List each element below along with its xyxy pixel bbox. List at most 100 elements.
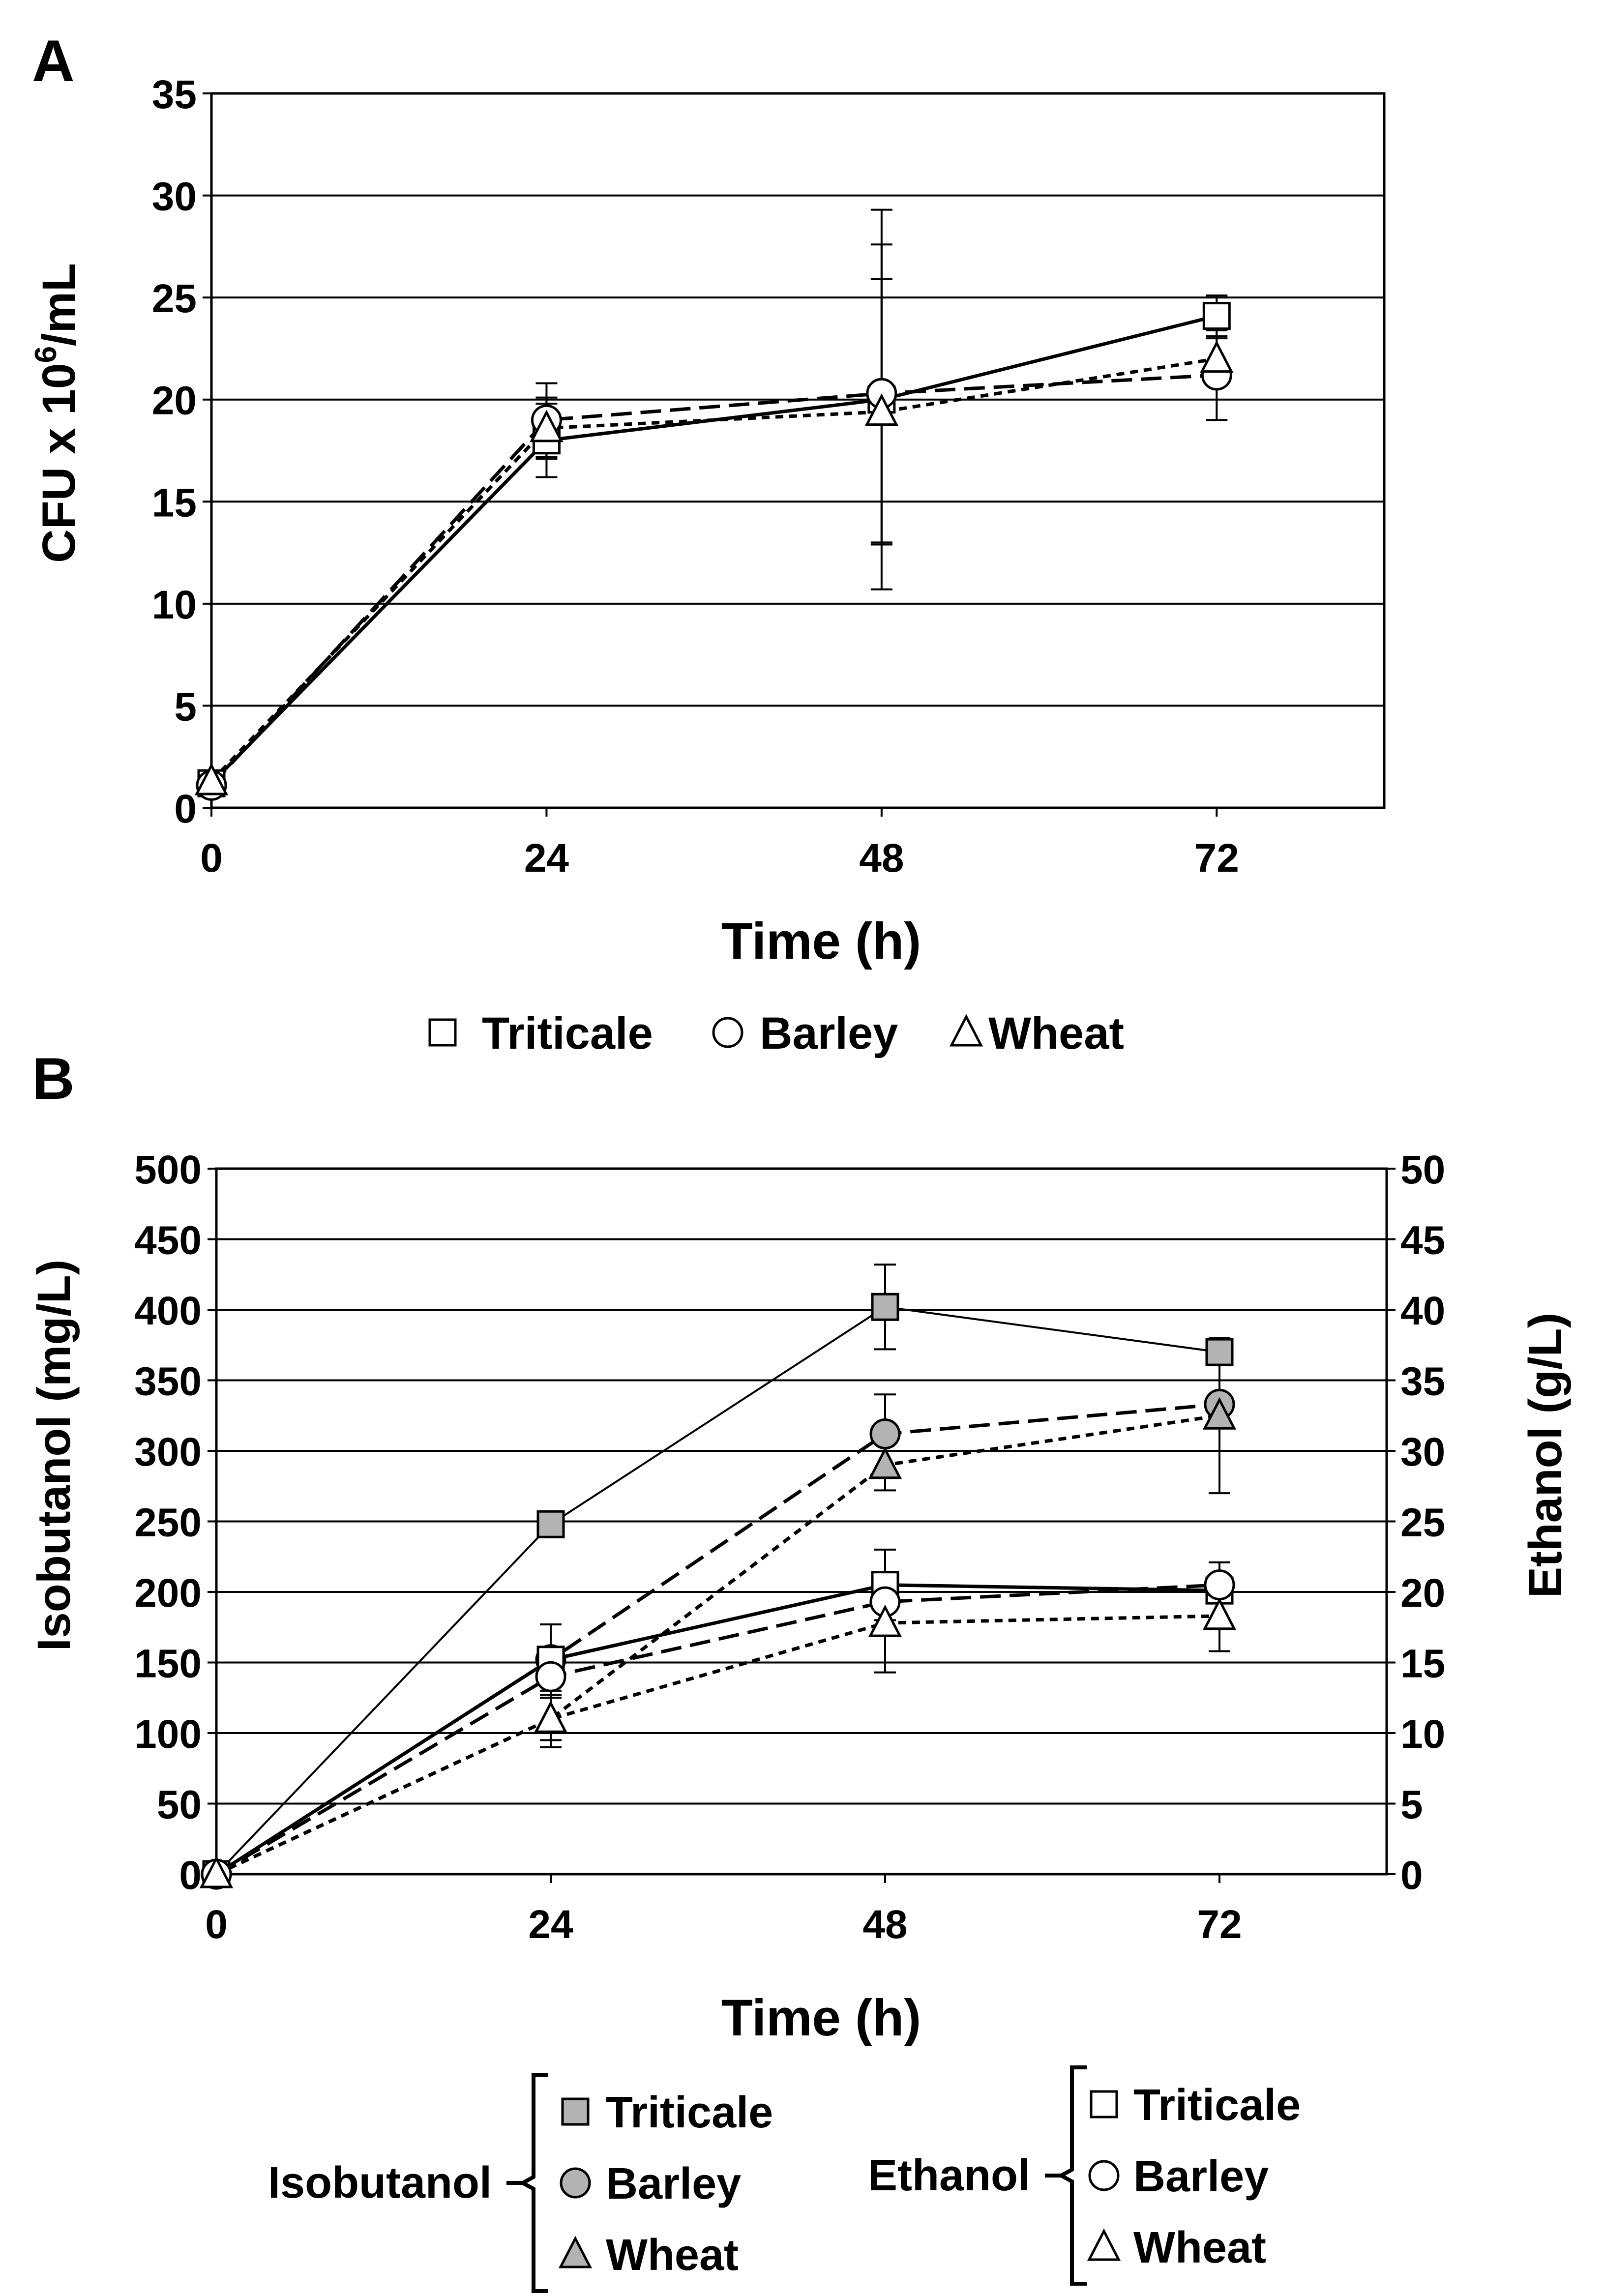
plot-a: 0 5 10 15 20 25 30 35 0 24 48 72 [152, 72, 1386, 881]
y-tick-right-label: 50 [1400, 1148, 1445, 1192]
series-line-triticale [210, 314, 1218, 785]
ylabel-a: CFU x 106/mL [29, 263, 85, 563]
x-tick-label: 48 [859, 836, 904, 881]
y-tick-label: 10 [152, 583, 197, 627]
ylabel-a-main: CFU x 10 [33, 363, 85, 563]
x-tick-label: 48 [862, 1902, 907, 1947]
y-tick-label: 450 [134, 1218, 202, 1263]
x-tick-label: 24 [524, 836, 569, 881]
panel-label-a: A [32, 28, 75, 94]
data-point-triticale [1202, 302, 1231, 330]
legend-b-ethanol-label-wheat: Wheat [1133, 2223, 1266, 2272]
plot-b: 0501001502002503003504004505000510152025… [134, 1148, 1445, 1947]
y-tick-right-label: 0 [1400, 1853, 1423, 1898]
legend-brace [518, 2073, 548, 2293]
series-line-ethanol-barley [215, 1583, 1220, 1876]
data-point-ethanol-wheat [199, 1855, 234, 1888]
data-point-isobutanol-triticale [1205, 1338, 1234, 1366]
legend-brace [1057, 2065, 1087, 2286]
x-tick-label: 72 [1197, 1902, 1242, 1947]
legend-a-marker-triticale [428, 1018, 457, 1047]
legend-a-label-wheat: Wheat [988, 1008, 1124, 1059]
legend-b-group-label-ethanol: Ethanol [868, 2151, 1030, 2200]
legend-b-isobutanol-marker-barley [560, 2167, 591, 2199]
legend-a-marker-barley [712, 1017, 743, 1048]
y-tick-right-label: 30 [1400, 1430, 1445, 1474]
legend-b-isobutanol-marker-triticale [561, 2097, 590, 2126]
y-tick-label: 20 [152, 379, 197, 423]
data-point-isobutanol-barley [869, 1418, 901, 1450]
legend-b-isobutanol-label-wheat: Wheat [606, 2231, 739, 2280]
legend-b-isobutanol-label-triticale: Triticale [606, 2088, 773, 2137]
series-line-isobutanol-barley [215, 1402, 1220, 1876]
y-tick-label: 0 [174, 787, 197, 831]
x-tick-label: 72 [1194, 836, 1239, 881]
y-tick-right-label: 5 [1400, 1783, 1423, 1827]
y-tick-label: 0 [179, 1853, 202, 1898]
data-point-ethanol-wheat [1202, 1597, 1237, 1630]
y-tick-label: 150 [134, 1642, 202, 1686]
data-point-isobutanol-triticale [536, 1510, 565, 1538]
ylabel-a-exponent: 6 [29, 346, 63, 363]
series-line-isobutanol-triticale [215, 1306, 1220, 1875]
legend-a-label-barley: Barley [760, 1008, 898, 1059]
x-tick-label: 24 [528, 1902, 573, 1947]
xlabel-a: Time (h) [721, 913, 921, 970]
legend-a-label-triticale: Triticale [482, 1008, 653, 1059]
ylabel-a-suffix: /mL [33, 263, 85, 346]
y-tick-right-label: 10 [1400, 1712, 1445, 1757]
data-point-ethanol-barley [535, 1661, 566, 1692]
y-tick-label: 35 [152, 72, 197, 117]
y-tick-right-label: 35 [1400, 1359, 1445, 1404]
data-point-wheat [194, 763, 229, 795]
y-tick-label: 30 [152, 175, 197, 219]
y-tick-right-label: 45 [1400, 1218, 1445, 1263]
panel-label-b: B [32, 1046, 75, 1112]
ylabel-b-left: Isobutanol (mg/L) [28, 1260, 80, 1651]
y-tick-label: 300 [134, 1430, 202, 1474]
y-tick-right-label: 15 [1400, 1642, 1445, 1686]
y-tick-label: 25 [152, 276, 197, 321]
x-tick-label: 0 [205, 1902, 228, 1947]
data-point-isobutanol-wheat [1202, 1397, 1237, 1430]
legend-b-isobutanol-label-barley: Barley [606, 2159, 741, 2208]
legend-b-group-label-isobutanol: Isobutanol [268, 2158, 492, 2208]
legend-b-isobutanol-marker-wheat [558, 2236, 593, 2268]
y-tick-right-label: 25 [1400, 1501, 1445, 1545]
y-tick-label: 500 [134, 1148, 202, 1192]
legend-b-ethanol-marker-barley [1088, 2160, 1120, 2191]
data-point-ethanol-wheat [534, 1700, 568, 1733]
series-line-ethanol-wheat [215, 1614, 1220, 1876]
y-tick-right-label: 20 [1400, 1571, 1445, 1616]
data-point-isobutanol-wheat [868, 1446, 902, 1479]
ylabel-b-right: Ethanol (g/L) [1519, 1313, 1572, 1598]
legend-b-ethanol-marker-triticale [1090, 2090, 1118, 2119]
legend-b-ethanol-label-triticale: Triticale [1133, 2081, 1301, 2130]
data-point-wheat [864, 393, 898, 426]
y-tick-label: 400 [134, 1289, 202, 1333]
y-tick-label: 50 [157, 1783, 202, 1827]
data-point-isobutanol-triticale [871, 1293, 899, 1321]
series-line-wheat [210, 357, 1217, 783]
data-point-ethanol-wheat [868, 1604, 902, 1637]
x-tick-label: 0 [200, 836, 223, 881]
legend-a-marker-wheat [949, 1014, 983, 1047]
series-line-ethanol-triticale [215, 1583, 1220, 1876]
legend-b: Isobutanol Triticale Barley Wheat Ethanol Tri… [268, 2065, 1301, 2293]
series-line-barley [210, 373, 1217, 787]
data-point-wheat [530, 410, 564, 442]
plot-frame [210, 92, 1386, 809]
y-tick-right-label: 40 [1400, 1289, 1445, 1333]
y-tick-label: 250 [134, 1501, 202, 1545]
xlabel-b: Time (h) [721, 1989, 921, 2047]
data-point-ethanol-barley [1204, 1569, 1235, 1601]
legend-b-ethanol-marker-wheat [1087, 2228, 1121, 2261]
legend-b-ethanol-label-barley: Barley [1133, 2152, 1269, 2201]
y-tick-label: 200 [134, 1571, 202, 1616]
y-tick-label: 100 [134, 1712, 202, 1757]
legend-a: Triticale Barley Wheat [428, 1008, 1124, 1059]
data-point-wheat [1200, 340, 1234, 373]
y-tick-label: 5 [174, 684, 197, 729]
y-tick-label: 350 [134, 1359, 202, 1404]
